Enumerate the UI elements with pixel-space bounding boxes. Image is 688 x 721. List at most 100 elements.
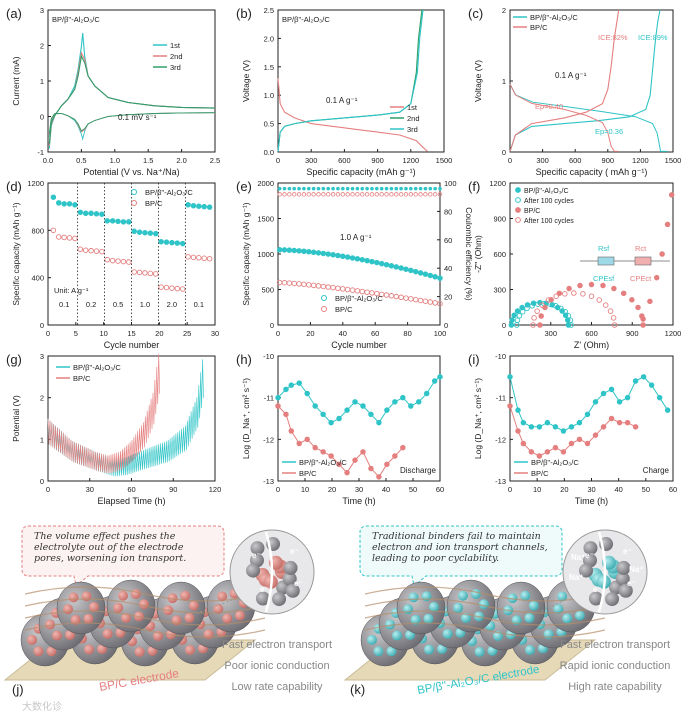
x-tick-label: 30: [211, 329, 219, 338]
diffusion-point-1: [283, 411, 289, 418]
capacity-point-red: [432, 300, 438, 306]
x-axis-label: Time (h): [342, 496, 375, 506]
ce-point-cyan: [355, 186, 360, 191]
x-axis-label: Specific capacity ( mAh g⁻¹): [536, 167, 648, 177]
y-tick-label: -13: [495, 477, 506, 486]
capacity-point-cyan: [286, 247, 293, 253]
rate-point-1: [169, 285, 175, 291]
legend-item-1: BP/C: [299, 469, 317, 478]
y-tick-label: 500: [261, 286, 274, 295]
diffusion-point-0: [656, 394, 663, 401]
y-tick-label: 1500: [257, 215, 274, 224]
x-tick-label: 0: [508, 156, 512, 165]
illustration-j: The volume effect pushes theelectrolyte …: [3, 525, 332, 697]
legend-item-0: BP/β''-Al₂O₃/C: [335, 294, 383, 303]
rate-point-0: [66, 201, 73, 207]
rate-point-0: [206, 204, 213, 210]
capacity-point-cyan: [427, 272, 434, 279]
eis-point-3: [596, 297, 602, 303]
legend-item-1: BP/C: [145, 199, 163, 208]
y-axis-label: Voltage (V): [241, 60, 251, 102]
eis-point-2: [620, 290, 627, 297]
diffusion-point-1: [584, 440, 591, 447]
rate-label: 0.1: [194, 300, 204, 309]
particle-grain: [167, 593, 178, 604]
series-line-3rd: [277, 9, 424, 152]
annotation: Charge: [643, 466, 670, 475]
ce-point-red: [418, 192, 423, 197]
legend-item-1: BP/C: [73, 374, 91, 383]
diffusion-point-0: [437, 374, 443, 380]
capacity-point-red: [344, 286, 351, 293]
eis-point-2: [588, 281, 595, 288]
x-tick-label: 80: [403, 329, 411, 338]
capacity-point-red: [383, 292, 390, 298]
diffusion-point-1: [296, 440, 302, 447]
panel-label: (d): [6, 179, 22, 194]
legend-marker-3: [515, 217, 521, 223]
rate-label: 0.5: [113, 300, 123, 309]
x-axis-label: Specific capacity (mAh g⁻¹): [306, 167, 415, 177]
particle-grain: [52, 630, 63, 641]
x-tick-label: 20: [328, 485, 336, 494]
diffusion-point-0: [648, 382, 655, 388]
binder-fiber: [24, 586, 266, 602]
rate-point-1: [72, 235, 78, 242]
capacity-point-red: [388, 293, 395, 299]
particle-grain: [392, 630, 403, 641]
x-tick-label: 60: [436, 485, 444, 494]
ce-point-red: [360, 192, 365, 197]
y2-axis-label: Coulombic efficiency (%): [464, 207, 474, 301]
particle-grain: [83, 613, 94, 624]
capacity-point-cyan: [281, 247, 288, 253]
legend-item-0: BP/β''-Al₂O₃/C: [145, 188, 193, 197]
particle-grain: [130, 588, 141, 599]
diffusion-point-0: [560, 428, 567, 434]
ce-point-cyan: [384, 186, 389, 191]
y2-tick-label: 20: [444, 293, 452, 302]
rate-point-0: [185, 202, 191, 208]
y2-tick-label: 40: [444, 264, 452, 273]
rate-point-1: [163, 284, 170, 291]
rate-point-1: [196, 255, 202, 261]
eis-point-3: [539, 302, 545, 308]
capacity-point-red: [393, 293, 400, 300]
particle-grain: [507, 593, 518, 604]
diffusion-point-0: [304, 390, 310, 397]
panel-label: (i): [468, 352, 480, 367]
capacity-point-cyan: [325, 251, 331, 257]
eis-point-0: [508, 322, 515, 328]
diffusion-point-1: [376, 474, 382, 480]
y2-tick-label: 60: [444, 236, 452, 245]
particle-grain: [385, 619, 396, 630]
x-tick-label: 600: [585, 329, 598, 338]
diffusion-point-1: [352, 457, 358, 463]
y-tick-label: 2000: [257, 179, 274, 188]
binder-fiber: [24, 610, 266, 626]
diffusion-point-0: [536, 424, 543, 430]
capacity-point-cyan: [306, 248, 312, 255]
legend-marker-1: [515, 197, 521, 203]
diffusion-point-0: [296, 380, 302, 386]
ce-point-red: [398, 192, 404, 197]
y-tick-label: -12: [495, 435, 506, 444]
eis-point-1: [568, 322, 574, 328]
zoom-boundary: [264, 531, 274, 613]
legend-3rd: 3rd: [407, 125, 418, 134]
legend-2nd: 2nd: [170, 52, 183, 61]
diffusion-point-1: [552, 444, 559, 451]
diffusion-point-1: [328, 453, 334, 459]
x-tick-label: 10: [301, 485, 309, 494]
x-tick-label: 25: [183, 329, 191, 338]
legend-2nd: 2nd: [407, 114, 420, 123]
rate-point-0: [136, 229, 143, 235]
ce-point-cyan: [350, 186, 355, 191]
diffusion-point-0: [608, 386, 615, 393]
ce-point-red: [384, 192, 389, 197]
rate-point-0: [158, 238, 164, 245]
ce-point-red: [330, 192, 336, 197]
ce-point-red: [292, 192, 297, 197]
capacity-point-cyan: [408, 267, 414, 274]
ice-red: ICE:82%: [598, 33, 628, 42]
y-axis-label: Specific capacity (mAh g⁻¹): [11, 202, 21, 305]
